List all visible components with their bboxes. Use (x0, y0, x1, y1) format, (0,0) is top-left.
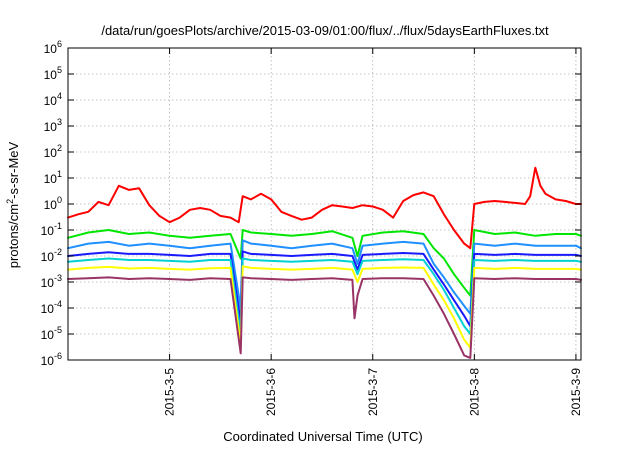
series-lines (67, 166, 582, 359)
y-tick-label: 106 (44, 39, 62, 56)
y-tick-label-base: 10 (41, 224, 55, 238)
y-tick-label-base: 10 (44, 42, 58, 56)
y-tick-label: 10-2 (41, 247, 62, 264)
x-tick-label: 2015-3-9 (569, 368, 583, 416)
y-tick-label-base: 10 (41, 276, 55, 290)
y-tick-label: 10-4 (41, 299, 62, 316)
y-tick-label-base: 10 (44, 146, 58, 160)
x-axis-ticks: 2015-3-5 2015-3-6 2015-3-7 2015-3-8 2015-3-9 (163, 48, 583, 416)
y-tick-label: 10-1 (41, 221, 62, 238)
y-tick-label: 103 (44, 117, 62, 134)
chart-title: /data/run/goesPlots/archive/2015-03-09/0… (101, 23, 549, 38)
series-line-4 (67, 250, 582, 328)
y-tick-label-exponent: 0 (57, 195, 62, 205)
y-tick-label-exponent: -4 (54, 299, 62, 309)
y-tick-label-base: 10 (44, 94, 58, 108)
y-tick-label-base: 10 (41, 302, 55, 316)
x-tick-label: 2015-3-8 (467, 368, 481, 416)
y-axis-label-rest: -s-sr-MeV (6, 141, 21, 198)
y-axis-label: protons/cm2-s-sr-MeV (5, 141, 21, 268)
y-tick-label-exponent: 1 (57, 169, 62, 179)
y-tick-label-base: 10 (41, 354, 55, 368)
y-tick-label-exponent: 4 (57, 91, 62, 101)
series-line-5 (67, 257, 582, 335)
series-line-1 (67, 166, 582, 250)
x-tick-label: 2015-3-6 (264, 368, 278, 416)
y-tick-label-exponent: -3 (54, 273, 62, 283)
grid-lines (68, 48, 581, 360)
series-line-7 (67, 276, 582, 359)
y-tick-label-base: 10 (41, 328, 55, 342)
y-tick-label: 104 (44, 91, 62, 108)
y-tick-label-exponent: 6 (57, 39, 62, 49)
y-tick-label-exponent: -5 (54, 325, 62, 335)
y-tick-label: 10-5 (41, 325, 62, 342)
y-axis-label-superscript: 2 (5, 199, 15, 204)
series-line-3 (67, 239, 582, 315)
y-tick-label-base: 10 (44, 172, 58, 186)
x-tick-label: 2015-3-7 (366, 368, 380, 416)
y-tick-label-exponent: 3 (57, 117, 62, 127)
y-tick-label-base: 10 (41, 250, 55, 264)
y-tick-label: 101 (44, 169, 62, 186)
x-tick-label: 2015-3-5 (163, 368, 177, 416)
y-tick-label: 10-3 (41, 273, 62, 290)
y-tick-label-exponent: -2 (54, 247, 62, 257)
y-axis-ticks: 10-610-510-410-310-210-11001011021031041… (41, 39, 581, 368)
x-axis-label: Coordinated Universal Time (UTC) (223, 429, 422, 444)
y-tick-label-exponent: -6 (54, 351, 62, 361)
series-line-6 (67, 265, 582, 349)
y-tick-label-exponent: 2 (57, 143, 62, 153)
y-tick-label-exponent: -1 (54, 221, 62, 231)
y-tick-label: 10-6 (41, 351, 62, 368)
y-tick-label-base: 10 (44, 120, 58, 134)
y-tick-label: 100 (44, 195, 62, 212)
y-tick-label: 105 (44, 65, 62, 82)
y-tick-label-base: 10 (44, 198, 58, 212)
y-tick-label-exponent: 5 (57, 65, 62, 75)
series-line-2 (67, 229, 582, 297)
y-tick-label: 102 (44, 143, 62, 160)
y-tick-label-base: 10 (44, 68, 58, 82)
y-axis-label-main: protons/cm (6, 204, 21, 268)
